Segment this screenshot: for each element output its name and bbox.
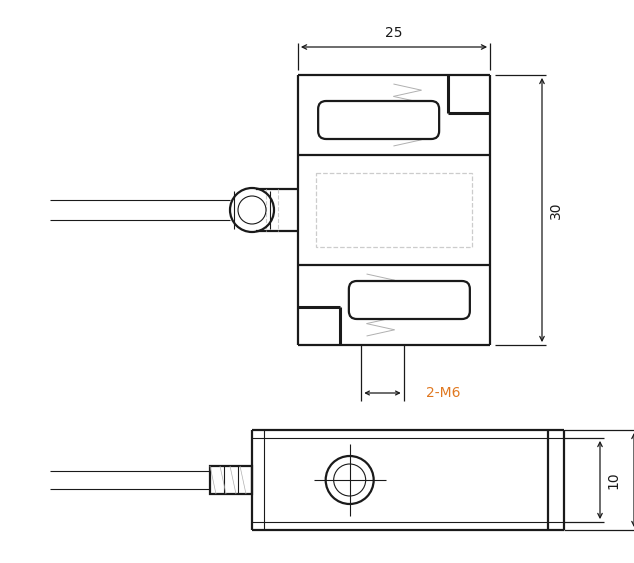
Bar — [316, 173, 472, 247]
Text: 25: 25 — [385, 26, 403, 40]
FancyBboxPatch shape — [318, 101, 439, 139]
Text: 30: 30 — [549, 201, 563, 219]
Text: 2-M6: 2-M6 — [425, 386, 460, 400]
Text: 10: 10 — [606, 471, 620, 489]
Bar — [210, 466, 252, 494]
FancyBboxPatch shape — [349, 281, 470, 319]
